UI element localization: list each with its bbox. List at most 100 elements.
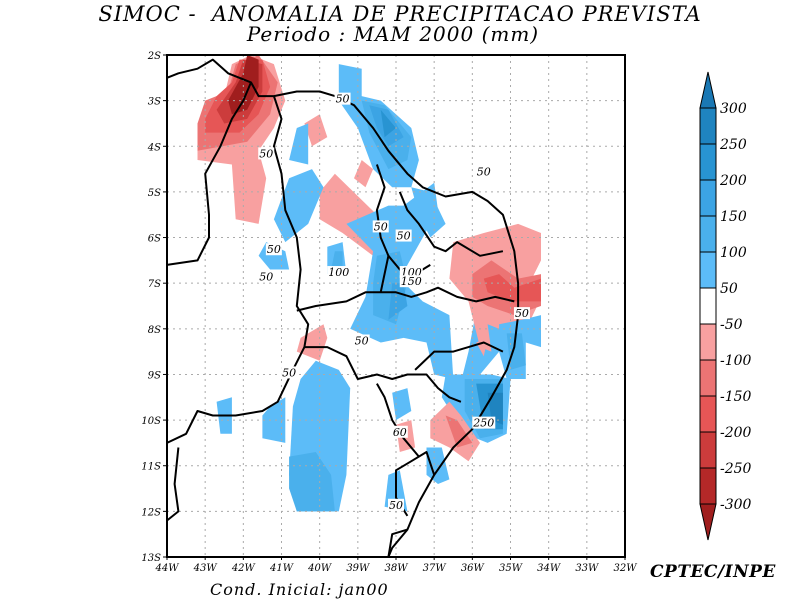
colorbar-label: -150 — [720, 389, 752, 405]
anomaly-area-20 — [331, 251, 343, 270]
contour-label: 50 — [336, 93, 350, 106]
colorbar-segment — [699, 215, 717, 253]
x-tick-label: 38W — [384, 563, 408, 574]
contour-label: 50 — [389, 499, 403, 512]
x-tick-label: 34W — [537, 563, 561, 574]
state-border — [166, 82, 252, 266]
state-border — [296, 286, 515, 312]
x-tick-label: 39W — [346, 563, 370, 574]
colorbar-arrow-top — [699, 71, 717, 109]
chart-subtitle: Periodo : MAM 2000 (mm) — [246, 22, 540, 46]
y-tick-label: 11S — [141, 462, 161, 473]
colorbar-label: -100 — [720, 353, 752, 369]
colorbar-arrow-bottom — [699, 503, 717, 541]
credit-label: CPTEC/INPE — [650, 562, 776, 582]
x-tick-label: 42W — [231, 563, 256, 574]
x-tick-label: 44W — [154, 563, 179, 574]
y-tick-label: 5S — [148, 188, 161, 199]
anomaly-area-12 — [380, 109, 396, 138]
contour-label: 50 — [397, 230, 411, 243]
x-tick-label: 41W — [269, 563, 294, 574]
x-tick-label: 43W — [193, 563, 218, 574]
anomaly-area-8 — [296, 324, 328, 361]
contour-label-bg — [391, 425, 408, 438]
contour-label-bg — [372, 220, 389, 233]
anomaly-area-13 — [289, 123, 309, 165]
colorbar-segment — [699, 431, 717, 469]
contour-label: 100 — [328, 266, 349, 279]
x-tick-label: 37W — [423, 563, 447, 574]
contour-label-bg — [399, 275, 423, 288]
state-border — [166, 58, 520, 558]
contour-label: 50 — [477, 166, 491, 179]
colorbar-segment — [699, 395, 717, 433]
contour-label-bg — [334, 92, 351, 105]
contour-label-bg — [327, 266, 351, 279]
anomaly-fields — [197, 55, 541, 512]
contour-label-bg — [258, 147, 275, 160]
y-tick-label: 3S — [148, 97, 161, 108]
contour-label-bg — [258, 270, 275, 283]
contour-label: 50 — [267, 243, 281, 256]
colorbar-segment — [699, 107, 717, 145]
y-tick-label: 10S — [141, 416, 161, 427]
y-tick-label: 4S — [147, 142, 161, 153]
colorbar-label: -250 — [720, 461, 752, 477]
colorbar-label: 100 — [720, 245, 747, 261]
contour-label: 50 — [374, 220, 388, 233]
colorbar-label: 300 — [720, 101, 747, 117]
anomaly-area-6 — [354, 160, 374, 188]
anomaly-area-36 — [392, 388, 412, 421]
colorbar: 300 250 200 150 100 50 -50 -100 -150 -200 -250 -300 — [699, 71, 752, 541]
contour-label: 50 — [259, 271, 273, 284]
contour-label-bg — [281, 366, 298, 379]
anomaly-area-28 — [506, 333, 526, 370]
contour-label: 250 — [472, 417, 494, 430]
colorbar-segment — [699, 143, 717, 181]
state-border — [304, 346, 462, 403]
colorbar-segment — [699, 251, 717, 289]
anomaly-area-25 — [483, 274, 541, 302]
contour-label: 50 — [282, 366, 296, 379]
contour-label-bg — [472, 416, 496, 429]
contour-label: 50 — [259, 147, 273, 160]
colorbar-label: -50 — [720, 317, 743, 333]
contour-label-bg — [388, 498, 404, 511]
contour-label-bg — [475, 165, 492, 178]
initial-condition-label: Cond. Inicial: jan00 — [210, 580, 389, 599]
y-tick-label: 9S — [148, 370, 161, 381]
colorbar-segment — [699, 467, 717, 505]
state-border — [387, 528, 408, 558]
contour-label-bg — [265, 243, 282, 256]
anomaly-area-5 — [304, 114, 328, 147]
x-tick-label: 32W — [613, 563, 637, 574]
colorbar-segment — [699, 323, 717, 361]
state-border — [376, 383, 420, 458]
contour-label: 150 — [401, 275, 422, 288]
colorbar-label: -300 — [720, 497, 752, 513]
anomaly-area-42 — [289, 452, 335, 512]
colorbar-label: 250 — [719, 137, 747, 153]
anomaly-area-34 — [445, 415, 473, 448]
axes: 44W 43W 42W 41W 40W 39W 38W 37W 36W 35W 34W 33W 32W 2… — [141, 51, 637, 574]
contour-label-bg — [353, 334, 370, 347]
contour-label-bg — [395, 229, 412, 242]
colorbar-segment — [699, 179, 717, 217]
y-tick-label: 13S — [141, 553, 161, 564]
y-tick-label: 6S — [148, 234, 161, 245]
contour-label-bg — [399, 266, 423, 279]
state-border — [398, 191, 504, 257]
y-tick-label: 7S — [148, 279, 161, 290]
y-tick-label: 8S — [148, 325, 161, 336]
colorbar-label: 200 — [719, 173, 747, 189]
y-tick-label: 12S — [141, 507, 161, 518]
y-tick-label: 2S — [147, 51, 161, 62]
colorbar-label: -200 — [720, 425, 752, 441]
x-tick-label: 36W — [461, 563, 485, 574]
colorbar-segment — [699, 359, 717, 397]
contour-label: 60 — [393, 426, 407, 439]
contour-label: 50 — [515, 307, 529, 320]
colorbar-segment — [699, 287, 717, 325]
state-border — [414, 341, 504, 371]
x-tick-label: 33W — [575, 563, 599, 574]
